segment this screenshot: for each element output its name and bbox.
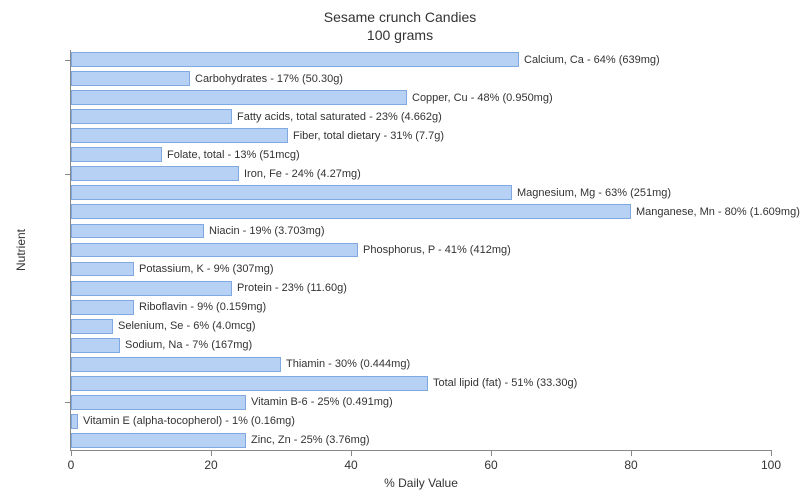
bar-label: Potassium, K - 9% (307mg) (139, 263, 274, 275)
bar-label: Total lipid (fat) - 51% (33.30g) (433, 377, 577, 389)
bar-row: Potassium, K - 9% (307mg) (71, 262, 771, 277)
x-tick (631, 450, 632, 456)
x-tick-label: 60 (484, 458, 497, 472)
bar: Calcium, Ca - 64% (639mg) (71, 52, 519, 67)
x-tick (351, 450, 352, 456)
bar: Folate, total - 13% (51mcg) (71, 147, 162, 162)
y-tick (65, 60, 71, 61)
bar: Manganese, Mn - 80% (1.609mg) (71, 204, 631, 219)
bar-row: Vitamin B-6 - 25% (0.491mg) (71, 395, 771, 410)
bar-label: Magnesium, Mg - 63% (251mg) (517, 187, 671, 199)
y-tick (65, 174, 71, 175)
bar-label: Protein - 23% (11.60g) (237, 282, 347, 294)
bar-row: Zinc, Zn - 25% (3.76mg) (71, 433, 771, 448)
bar-row: Niacin - 19% (3.703mg) (71, 224, 771, 239)
bar-label: Thiamin - 30% (0.444mg) (286, 358, 410, 370)
bar-row: Copper, Cu - 48% (0.950mg) (71, 90, 771, 105)
bar-label: Calcium, Ca - 64% (639mg) (524, 54, 660, 66)
chart-title-line2: 100 grams (0, 26, 800, 44)
bar: Vitamin B-6 - 25% (0.491mg) (71, 395, 246, 410)
bar-label: Selenium, Se - 6% (4.0mcg) (118, 320, 256, 332)
bar: Magnesium, Mg - 63% (251mg) (71, 185, 512, 200)
bar-row: Carbohydrates - 17% (50.30g) (71, 71, 771, 86)
bar-row: Folate, total - 13% (51mcg) (71, 147, 771, 162)
bar: Carbohydrates - 17% (50.30g) (71, 71, 190, 86)
bar: Copper, Cu - 48% (0.950mg) (71, 90, 407, 105)
bar-label: Zinc, Zn - 25% (3.76mg) (251, 434, 370, 446)
bar-label: Riboflavin - 9% (0.159mg) (139, 301, 266, 313)
bar: Zinc, Zn - 25% (3.76mg) (71, 433, 246, 448)
bar-row: Selenium, Se - 6% (4.0mcg) (71, 319, 771, 334)
bar: Iron, Fe - 24% (4.27mg) (71, 166, 239, 181)
bar-row: Thiamin - 30% (0.444mg) (71, 357, 771, 372)
bar-row: Sodium, Na - 7% (167mg) (71, 338, 771, 353)
chart-title-line1: Sesame crunch Candies (0, 8, 800, 26)
bar-label: Folate, total - 13% (51mcg) (167, 149, 300, 161)
bar: Niacin - 19% (3.703mg) (71, 224, 204, 239)
bar: Sodium, Na - 7% (167mg) (71, 338, 120, 353)
bar-row: Manganese, Mn - 80% (1.609mg) (71, 204, 771, 219)
bar: Protein - 23% (11.60g) (71, 281, 232, 296)
bar-label: Fatty acids, total saturated - 23% (4.66… (237, 111, 442, 123)
bar-row: Iron, Fe - 24% (4.27mg) (71, 166, 771, 181)
x-tick-label: 80 (624, 458, 637, 472)
x-tick-label: 40 (344, 458, 357, 472)
bar: Fatty acids, total saturated - 23% (4.66… (71, 109, 232, 124)
bar-label: Sodium, Na - 7% (167mg) (125, 339, 252, 351)
x-tick (771, 450, 772, 456)
bar-label: Manganese, Mn - 80% (1.609mg) (636, 206, 800, 218)
y-tick (65, 402, 71, 403)
bar-label: Fiber, total dietary - 31% (7.7g) (293, 130, 444, 142)
bar: Vitamin E (alpha-tocopherol) - 1% (0.16m… (71, 414, 78, 429)
bar: Phosphorus, P - 41% (412mg) (71, 243, 358, 258)
bar-row: Calcium, Ca - 64% (639mg) (71, 52, 771, 67)
x-tick-label: 100 (761, 458, 781, 472)
x-tick (71, 450, 72, 456)
bar-row: Protein - 23% (11.60g) (71, 281, 771, 296)
bar-row: Phosphorus, P - 41% (412mg) (71, 243, 771, 258)
bar-row: Vitamin E (alpha-tocopherol) - 1% (0.16m… (71, 414, 771, 429)
bar-row: Fiber, total dietary - 31% (7.7g) (71, 128, 771, 143)
bar: Selenium, Se - 6% (4.0mcg) (71, 319, 113, 334)
bar: Total lipid (fat) - 51% (33.30g) (71, 376, 428, 391)
nutrient-chart: Sesame crunch Candies 100 grams Nutrient… (0, 0, 800, 500)
chart-title: Sesame crunch Candies 100 grams (0, 8, 800, 44)
bar: Potassium, K - 9% (307mg) (71, 262, 134, 277)
bar: Thiamin - 30% (0.444mg) (71, 357, 281, 372)
bar-row: Fatty acids, total saturated - 23% (4.66… (71, 109, 771, 124)
plot-area: Nutrient % Daily Value Calcium, Ca - 64%… (70, 50, 771, 451)
bar-label: Vitamin E (alpha-tocopherol) - 1% (0.16m… (83, 415, 295, 427)
x-tick-label: 20 (204, 458, 217, 472)
bar-row: Total lipid (fat) - 51% (33.30g) (71, 376, 771, 391)
bar: Fiber, total dietary - 31% (7.7g) (71, 128, 288, 143)
y-axis-label: Nutrient (14, 229, 28, 271)
bar-label: Iron, Fe - 24% (4.27mg) (244, 168, 361, 180)
x-axis-label: % Daily Value (384, 476, 458, 490)
x-tick (491, 450, 492, 456)
bar-label: Niacin - 19% (3.703mg) (209, 225, 325, 237)
bars-container: Calcium, Ca - 64% (639mg) Carbohydrates -… (71, 50, 771, 450)
x-tick-label: 0 (68, 458, 75, 472)
bar-label: Carbohydrates - 17% (50.30g) (195, 73, 343, 85)
bar-label: Copper, Cu - 48% (0.950mg) (412, 92, 553, 104)
bar-label: Vitamin B-6 - 25% (0.491mg) (251, 396, 393, 408)
bar: Riboflavin - 9% (0.159mg) (71, 300, 134, 315)
bar-row: Magnesium, Mg - 63% (251mg) (71, 185, 771, 200)
x-tick (211, 450, 212, 456)
bar-row: Riboflavin - 9% (0.159mg) (71, 300, 771, 315)
bar-label: Phosphorus, P - 41% (412mg) (363, 244, 511, 256)
